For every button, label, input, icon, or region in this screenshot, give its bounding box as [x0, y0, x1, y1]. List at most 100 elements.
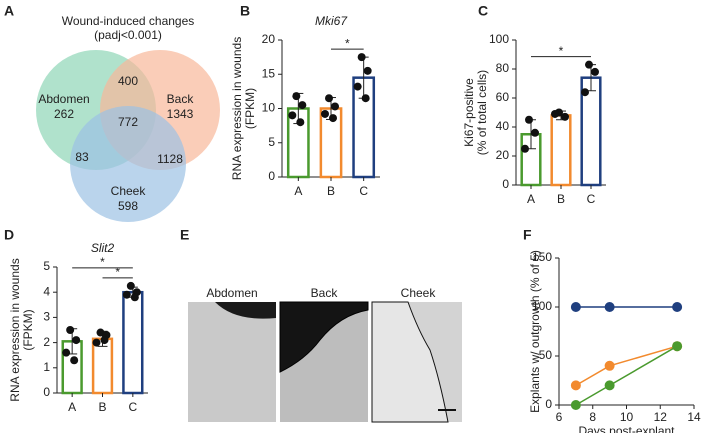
data-point — [325, 94, 333, 103]
y-tick-label: 1 — [43, 360, 50, 374]
image-label: Abdomen — [206, 286, 257, 300]
set-name: Abdomen — [38, 92, 89, 106]
y-tick-label: 5 — [43, 259, 50, 273]
x-tick-label: 12 — [654, 410, 668, 424]
image — [188, 302, 276, 422]
explant — [371, 301, 449, 423]
y-axis-label: (FPKM) — [21, 309, 35, 350]
y-tick-label: 3 — [43, 310, 50, 324]
y-tick-label: 40 — [496, 119, 510, 133]
data-point — [70, 356, 79, 365]
data-point — [296, 118, 305, 127]
data-point — [66, 326, 75, 334]
y-tick-label: 4 — [43, 284, 50, 298]
panel-label: C — [478, 3, 488, 19]
data-point — [357, 53, 366, 62]
significance-label: * — [345, 36, 350, 50]
y-tick-label: 20 — [496, 148, 510, 162]
significance-label: * — [115, 265, 120, 279]
panel-label: B — [240, 3, 250, 19]
data-point — [551, 109, 559, 118]
set-name: Back — [167, 92, 195, 106]
series-line — [575, 345, 678, 387]
data-point — [672, 302, 683, 312]
y-tick-label: 15 — [262, 66, 276, 80]
micrographs — [188, 301, 462, 423]
data-point — [288, 111, 297, 120]
y-tick-label: 60 — [496, 90, 510, 104]
chart-title: Mki67 — [315, 14, 348, 28]
bar — [91, 337, 114, 395]
x-tick-label: C — [128, 400, 137, 414]
x-tick-label: B — [557, 192, 565, 206]
data-point — [130, 293, 139, 302]
data-point — [672, 341, 683, 352]
significance-label: * — [559, 44, 564, 58]
set-count: 598 — [118, 199, 138, 213]
image-label: Cheek — [401, 286, 437, 300]
x-tick-label: 6 — [556, 410, 563, 424]
data-point — [292, 92, 301, 101]
x-tick-label: 8 — [589, 410, 596, 424]
y-tick-label: 0 — [502, 177, 509, 191]
y-axis-label: (% of total cells) — [475, 70, 489, 155]
data-point — [525, 115, 533, 124]
x-tick-label: B — [98, 400, 106, 414]
set-count: 262 — [54, 107, 74, 121]
data-point — [126, 281, 135, 290]
data-point — [353, 82, 362, 91]
x-tick-label: A — [294, 184, 302, 198]
venn-subtitle: (padj<0.001) — [94, 28, 162, 42]
data-point — [321, 109, 329, 118]
y-tick-label: 0 — [43, 385, 50, 399]
y-tick-label: 0 — [268, 169, 275, 183]
x-tick-label: B — [327, 184, 335, 198]
y-tick-label: 5 — [268, 135, 275, 149]
explant — [279, 301, 369, 373]
data-point — [100, 336, 109, 345]
venn-circle — [70, 106, 186, 222]
x-tick-label: A — [68, 400, 76, 414]
y-axis-label: RNA expression in wounds — [8, 258, 22, 401]
data-point — [361, 94, 370, 103]
y-tick-label: 150 — [532, 250, 552, 264]
data-point — [329, 114, 337, 123]
bar — [122, 290, 144, 395]
y-tick-label: 20 — [262, 32, 276, 46]
x-tick-label: A — [527, 192, 535, 206]
y-axis-label: (FPKM) — [243, 88, 257, 129]
data-point — [570, 302, 581, 312]
bar — [550, 114, 572, 187]
data-point — [585, 60, 593, 69]
data-point — [122, 290, 131, 299]
significance-label: * — [100, 255, 105, 269]
data-point — [604, 360, 615, 371]
data-point — [298, 101, 307, 110]
data-point — [62, 348, 71, 357]
y-tick-label: 50 — [539, 348, 553, 362]
overlap-count: 400 — [118, 74, 138, 88]
data-point — [561, 112, 569, 121]
data-point — [570, 380, 581, 391]
data-point — [604, 380, 615, 391]
data-point — [363, 66, 372, 75]
panel-label: E — [180, 227, 189, 243]
y-axis-label: Ki67-positive — [462, 78, 476, 147]
y-tick-label: 10 — [262, 101, 276, 115]
data-point — [72, 336, 81, 345]
y-tick-label: 2 — [43, 335, 50, 349]
data-point — [581, 88, 589, 97]
data-point — [331, 102, 339, 111]
overlap-count: 83 — [75, 150, 89, 164]
y-tick-label: 80 — [496, 61, 510, 75]
explant — [215, 302, 276, 319]
panel-label: F — [523, 227, 532, 243]
panel-label: A — [4, 3, 14, 19]
x-tick-label: C — [359, 184, 368, 198]
data-point — [591, 67, 599, 76]
overlap-count: 1128 — [157, 152, 183, 166]
set-name: Cheek — [111, 184, 147, 198]
chart-title: Slit2 — [91, 241, 115, 255]
